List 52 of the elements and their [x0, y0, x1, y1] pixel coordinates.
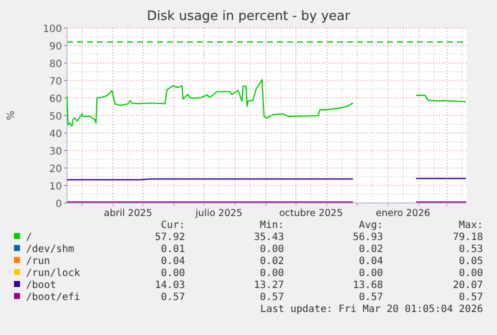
- text: 14.03: [154, 280, 185, 291]
- text: 13.68: [352, 280, 383, 291]
- text: 13.27: [254, 280, 284, 291]
- text: 0.57: [358, 292, 383, 303]
- chart-title: Disk usage in percent - by year: [146, 9, 351, 24]
- legend-label: /boot/efi: [26, 292, 80, 303]
- text: 0.00: [358, 268, 383, 279]
- x-tick-label: abril 2025: [104, 208, 152, 219]
- y-tick-label: 30: [49, 146, 62, 158]
- text: 20.07: [452, 280, 483, 291]
- y-tick-label: 10: [49, 182, 62, 192]
- y-tick-label: 60: [49, 94, 62, 105]
- legend-label: /: [26, 232, 32, 243]
- text: Max:: [458, 220, 483, 231]
- legend-label: /run/lock: [26, 268, 80, 279]
- y-tick-label: 40: [49, 129, 62, 140]
- text: 0.57: [260, 292, 284, 303]
- text: Avg:: [358, 220, 383, 231]
- text: 0.04: [358, 256, 383, 267]
- text: 0.00: [458, 268, 483, 279]
- text: 0.04: [160, 256, 185, 267]
- x-tick-label: octubre 2025: [279, 208, 343, 219]
- y-tick-label: 70: [49, 76, 62, 88]
- y-tick-label: 50: [49, 112, 62, 122]
- text: Min:: [260, 220, 284, 231]
- legend-label: /run: [26, 256, 50, 267]
- text: 35.43: [254, 232, 284, 243]
- text: 0.57: [160, 292, 185, 303]
- text: 0.00: [160, 268, 185, 279]
- y-tick-label: 100: [42, 24, 62, 35]
- text: Cur:: [160, 220, 185, 231]
- y-tick-label: 90: [49, 42, 62, 52]
- text: Last update: Fri Mar 20 01:05:04 2026: [260, 304, 483, 315]
- y-axis-title: %: [6, 110, 17, 120]
- x-tick-label: enero 2026: [376, 208, 430, 219]
- legend-label: /dev/shm: [26, 244, 74, 255]
- text: 0.00: [260, 268, 284, 279]
- text: 57.92: [154, 232, 185, 243]
- text: 0.01: [160, 244, 185, 255]
- text: 79.18: [452, 232, 483, 243]
- legend-label: /boot: [26, 280, 56, 291]
- text: 0.02: [358, 244, 383, 255]
- x-tick-label: julio 2025: [194, 208, 242, 219]
- text: 0.53: [458, 244, 483, 255]
- text: 0.05: [458, 256, 483, 267]
- text: 56.93: [352, 232, 383, 243]
- text: 0.02: [260, 256, 284, 267]
- y-tick-label: 20: [49, 164, 62, 175]
- text: 0.57: [458, 292, 483, 303]
- y-tick-label: 0: [56, 199, 62, 210]
- y-tick-label: 80: [49, 59, 62, 70]
- text: 0.00: [260, 244, 284, 255]
